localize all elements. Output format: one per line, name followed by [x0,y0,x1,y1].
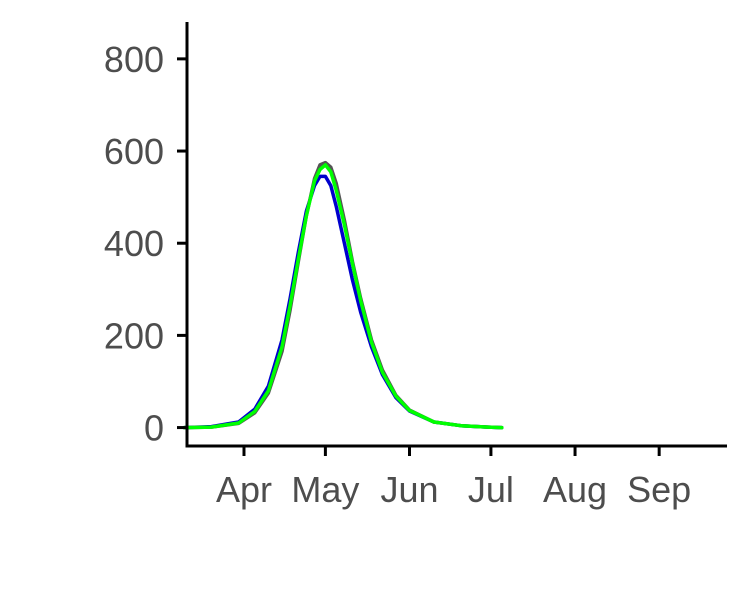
y-tick-label: 600 [104,131,164,172]
y-tick-label: 800 [104,39,164,80]
x-tick-label: Aug [543,469,607,510]
x-tick-label: Apr [216,469,272,510]
x-tick-label: Sep [627,469,691,510]
x-tick-label: Jun [380,469,438,510]
x-tick-label: Jul [468,469,514,510]
series-line-3 [182,163,504,430]
x-axis-ticks: Apr May Jun Jul Aug Sep [216,446,691,510]
y-tick-label: 200 [104,315,164,356]
x-tick-label: May [291,469,359,510]
y-axis-ticks: 0 200 400 600 800 [104,39,187,449]
series-line-2 [182,160,504,430]
series-lines [182,160,504,430]
y-tick-label: 0 [144,408,164,449]
y-tick-label: 400 [104,223,164,264]
